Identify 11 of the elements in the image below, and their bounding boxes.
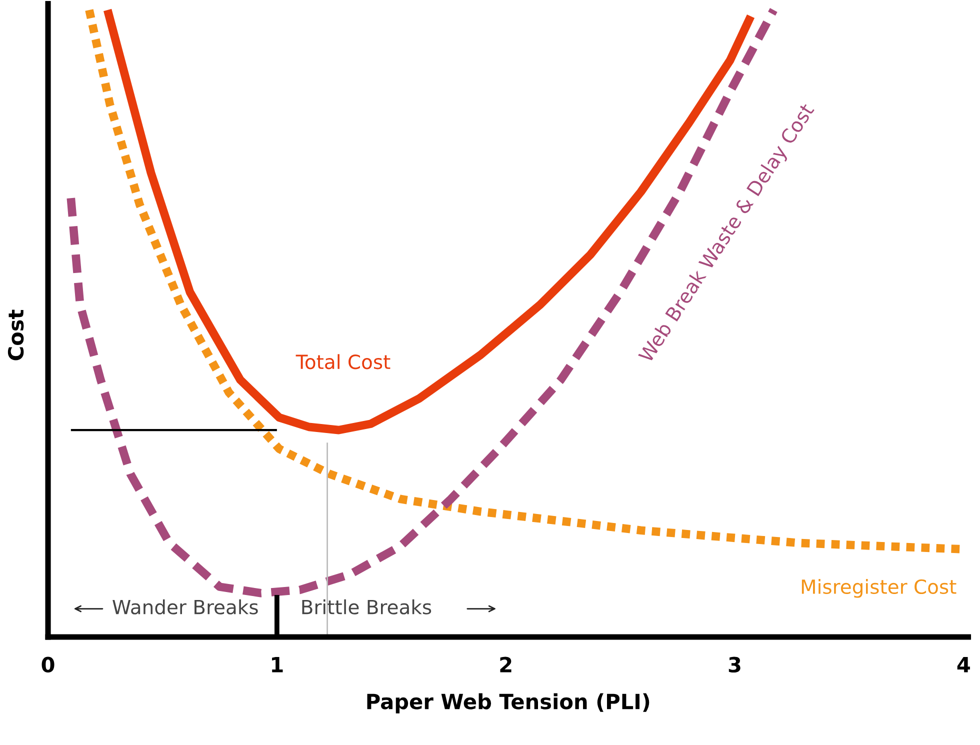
x-tick-label: 4 bbox=[957, 657, 970, 672]
x-axis-title: Paper Web Tension (PLI) bbox=[367, 693, 650, 714]
annotation: Brittle Breaks bbox=[302, 599, 432, 614]
x-tick-label: 0 bbox=[42, 656, 54, 673]
annotation: Wander Breaks bbox=[112, 599, 258, 614]
series-label: Misregister Cost bbox=[802, 578, 956, 598]
x-tick-label: 2 bbox=[500, 656, 512, 672]
text: Total Cost bbox=[296, 354, 390, 370]
x-tick-label: 1 bbox=[272, 657, 283, 672]
x-tick-label: 3 bbox=[728, 656, 740, 673]
y-axis-title: Cost bbox=[8, 310, 24, 360]
